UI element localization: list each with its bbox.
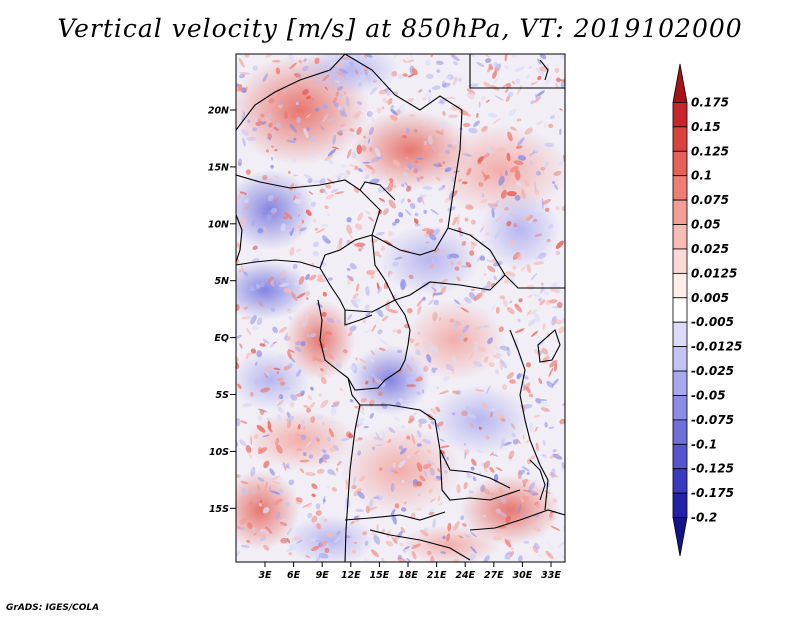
colorbar-swatch <box>672 175 688 201</box>
colorbar-label: -0.1 <box>691 437 717 451</box>
lon-tick-label: 21E <box>427 570 447 581</box>
colorbar-swatch <box>672 370 688 396</box>
colorbar-swatch <box>672 199 688 225</box>
colorbar-label: -0.05 <box>691 388 726 402</box>
lon-tick-label: 15E <box>370 570 390 581</box>
colorbar-label: 0.175 <box>691 95 729 109</box>
country-borders <box>236 54 565 562</box>
colorbar-label: -0.025 <box>691 364 734 378</box>
colorbar-label: 0.0125 <box>691 266 737 280</box>
colorbar-swatch <box>672 492 688 518</box>
colorbar-swatch <box>672 126 688 152</box>
vertical-velocity-field <box>236 54 565 562</box>
lon-tick-label: 3E <box>258 570 272 581</box>
lat-tick-label: 20N <box>208 106 229 117</box>
colorbar-swatch <box>672 395 688 421</box>
latitude-axis: 20N 15N 10N 5N EQ 5S 10S 15S <box>208 106 236 515</box>
lon-tick-label: 33E <box>541 570 561 581</box>
lon-tick-label: 18E <box>398 570 418 581</box>
colorbar-swatch <box>672 248 688 274</box>
colorbar-swatch <box>672 346 688 372</box>
colorbar-swatch <box>672 272 688 299</box>
colorbar-label: 0.125 <box>691 144 729 158</box>
map-frame <box>235 53 566 563</box>
colorbar-swatch <box>672 297 688 323</box>
colorbar-label: 0.025 <box>691 242 729 256</box>
colorbar-swatch <box>672 419 688 445</box>
colorbar-label: 0.05 <box>691 218 721 232</box>
lat-tick-label: 5N <box>214 276 229 287</box>
lon-tick-label: 9E <box>316 570 330 581</box>
colorbar-label: 0.005 <box>691 291 729 305</box>
lat-tick-label: 15S <box>209 504 229 515</box>
lon-tick-label: 30E <box>513 570 533 581</box>
colorbar-swatch <box>672 150 688 177</box>
lat-tick-label: 10S <box>209 447 229 458</box>
chart-title: Vertical velocity [m/s] at 850hPa, VT: 2… <box>57 14 743 43</box>
lat-tick-label: 5S <box>216 390 230 401</box>
colorbar-top-arrow <box>672 63 688 103</box>
colorbar-swatch <box>672 321 688 348</box>
lat-tick-label: 10N <box>208 219 229 230</box>
colorbar-label: -0.175 <box>691 486 734 500</box>
colorbar: 0.175 0.15 0.125 0.1 0.075 0.05 0.025 0.0125 0.0… <box>672 63 742 557</box>
lat-tick-label: 15N <box>208 162 229 173</box>
colorbar-swatch <box>672 443 688 470</box>
colorbar-label: -0.0125 <box>691 340 742 354</box>
colorbar-label: -0.125 <box>691 462 734 476</box>
colorbar-swatch <box>672 102 688 128</box>
colorbar-label: 0.15 <box>691 120 721 134</box>
colorbar-label: -0.005 <box>691 315 734 329</box>
colorbar-label: -0.2 <box>691 511 717 525</box>
lon-tick-label: 6E <box>287 570 301 581</box>
colorbar-swatch <box>672 224 688 250</box>
lon-tick-label: 24E <box>455 570 475 581</box>
grads-credit: GrADS: IGES/COLA <box>6 603 100 613</box>
colorbar-label: 0.1 <box>691 169 712 183</box>
colorbar-bottom-arrow <box>672 517 688 557</box>
colorbar-label: 0.075 <box>691 193 729 207</box>
colorbar-label: -0.075 <box>691 413 734 427</box>
lon-tick-label: 27E <box>484 570 504 581</box>
lat-tick-label: EQ <box>214 333 229 344</box>
colorbar-swatch <box>672 468 688 494</box>
lon-tick-label: 12E <box>341 570 361 581</box>
longitude-axis: 3E 6E 9E 12E 15E 18E 21E 24E 27E 30E 33E <box>258 562 561 581</box>
